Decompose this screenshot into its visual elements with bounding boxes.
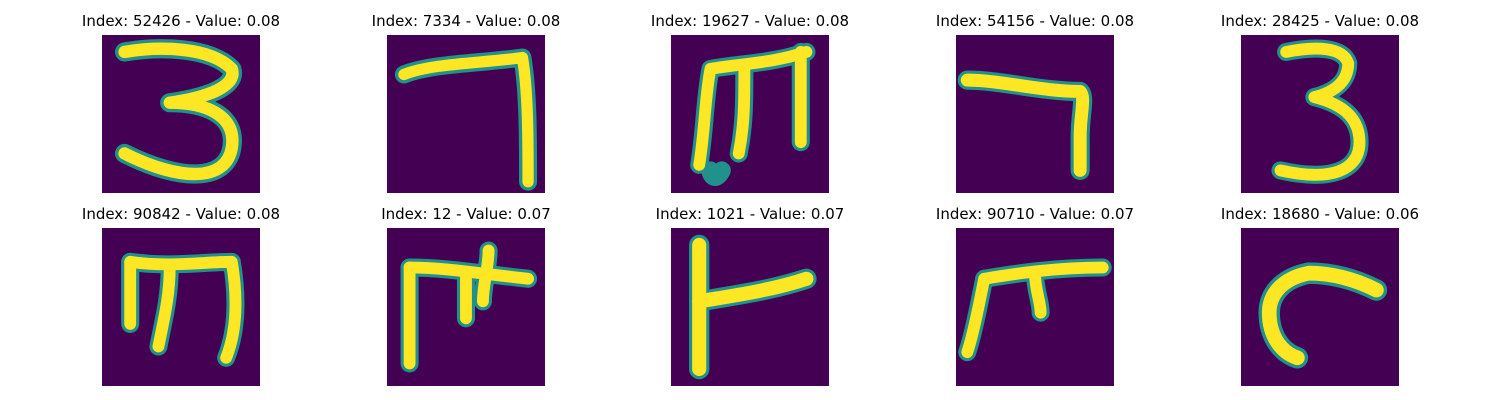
- digit-seven-glyph: [387, 35, 545, 193]
- panel-title: Index: 28425 - Value: 0.08: [1220, 12, 1420, 30]
- digit-image: [956, 228, 1114, 386]
- panel-title: Index: 54156 - Value: 0.08: [935, 12, 1135, 30]
- panel-title: Index: 1021 - Value: 0.07: [655, 205, 845, 223]
- digit-image: [671, 35, 829, 193]
- panel-title: Index: 7334 - Value: 0.08: [371, 12, 561, 30]
- panel-title: Index: 19627 - Value: 0.08: [650, 12, 850, 30]
- panel-title: Index: 12 - Value: 0.07: [381, 205, 551, 223]
- panel-title: Index: 52426 - Value: 0.08: [81, 12, 281, 30]
- panel-title: Index: 18680 - Value: 0.06: [1220, 205, 1420, 223]
- digit-image: [1241, 228, 1399, 386]
- digit-image: [102, 228, 260, 386]
- digit-image: [1241, 35, 1399, 193]
- digit-three-glyph: [102, 35, 260, 193]
- letter-pi-glyph: [387, 228, 545, 386]
- letter-m-glyph: [671, 35, 829, 193]
- digit-image: [956, 35, 1114, 193]
- digit-image: [387, 228, 545, 386]
- letter-m-glyph: [102, 228, 260, 386]
- letter-t-side-glyph: [671, 228, 829, 386]
- digit-three-glyph: [1241, 35, 1399, 193]
- digit-image: [102, 35, 260, 193]
- digit-seven-glyph: [956, 35, 1114, 193]
- letter-pi-glyph: [956, 228, 1114, 386]
- digit-image: [671, 228, 829, 386]
- digit-image: [387, 35, 545, 193]
- panel-title: Index: 90842 - Value: 0.08: [81, 205, 281, 223]
- panel-title: Index: 90710 - Value: 0.07: [935, 205, 1135, 223]
- letter-c-hook-glyph: [1241, 228, 1399, 386]
